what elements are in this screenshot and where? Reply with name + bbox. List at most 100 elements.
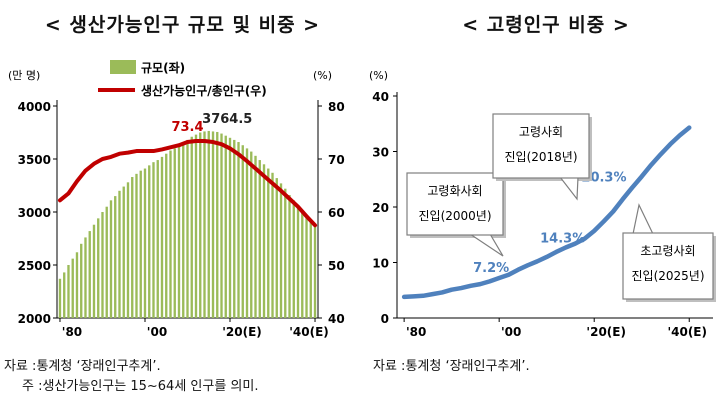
population-bar [211,131,215,318]
population-bar [165,153,168,318]
population-bar [67,265,70,318]
y-left-tick-label: 3000 [18,206,51,220]
callout-box [406,172,504,236]
population-bar [152,162,155,318]
population-bar [118,190,121,318]
population-bar [122,186,125,318]
right-chart: (%) 0 10 20 30 40 '80 '00 '20(E) '40(E) 7.2% 14.3% 2… [369,69,716,339]
y-right-tick-label: 70 [328,153,345,167]
callout-text: 진입(2000년) [418,209,491,223]
population-bar [88,231,91,318]
population-bar [267,168,270,318]
right-y-unit: (%) [313,69,332,82]
x-tick-label: '00 [147,325,167,339]
right-chart-title: < 고령인구 비중 > [462,14,630,36]
population-bar [275,178,278,318]
y-right-tick-label: 60 [328,206,345,220]
population-bar [194,134,198,318]
left-chart-title: < 생산가능인구 규모 및 비중 > [44,14,321,36]
population-bar [296,205,300,318]
population-bar [199,132,202,318]
callout-text: 초고령사회 [640,244,695,258]
left-y-unit: (만 명) [8,69,40,82]
y-tick-label: 30 [372,146,389,160]
x-tick-label: '40(E) [289,325,329,339]
left-panel: < 생산가능인구 규모 및 비중 > (만 명) (%) 2000 2500 3000 3… [4,14,345,396]
callout-pointer [632,203,654,235]
legend-line-label: 생산가능인구/총인구(우) [141,83,267,98]
population-bar [262,164,266,318]
callout-box [492,113,590,179]
y-tick-label: 0 [381,312,389,326]
y-unit: (%) [369,69,388,82]
callout-text: 고령화사회 [427,184,482,198]
y-left-tick-label: 2000 [18,312,51,326]
population-bar [173,148,176,318]
population-bar [84,237,87,318]
population-bar [279,183,283,318]
population-bar [258,160,261,318]
population-bar [71,258,74,318]
population-bar [241,145,244,318]
y-right-tick-label: 50 [328,259,345,273]
callout-text: 고령사회 [519,125,563,139]
population-bar [309,222,312,318]
population-bar [220,133,223,318]
population-bar [186,139,189,318]
population-bar [109,200,113,318]
population-bar [237,142,240,318]
population-bar [250,151,253,318]
x-tick-label: '20(E) [586,325,626,339]
y-tick-label: 10 [372,257,389,271]
right-source-label: 자료 : [373,359,406,374]
population-bar [80,243,83,318]
callout-text: 진입(2025년) [631,269,704,283]
working-age-share-line [57,138,318,228]
population-bar [63,272,66,318]
population-bar [271,172,274,318]
population-bar [254,155,257,318]
population-bar [182,143,185,318]
left-source: 자료 : 통계청 ‘장래인구추계’. [4,357,161,376]
y-left-tick-label: 2500 [18,259,51,273]
y-right-tick-label: 80 [328,100,345,114]
population-bar [203,131,206,318]
population-bar [126,182,130,318]
population-bar [313,226,317,318]
population-bar [245,148,249,318]
callout-text: 진입(2018년) [504,150,577,164]
population-bar [160,156,164,318]
x-tick-label: '80 [406,325,426,339]
population-bar [131,177,134,318]
population-bar [143,168,147,318]
x-tick-label: '20(E) [222,325,262,339]
callout-pointer [558,176,579,201]
value-label-2025: 20.3% [581,170,626,185]
value-label-2000: 7.2% [473,261,509,276]
population-bar [135,173,138,318]
population-bar [177,146,181,318]
callout-box [622,232,714,300]
y-left-tick-label: 3500 [18,153,51,167]
y-tick-label: 40 [372,90,389,104]
peak-share-label: 73.4 [171,120,203,135]
population-bar [169,150,172,318]
y-tick-label: 20 [372,201,389,215]
left-note-text: 생산가능인구는 15~64세 인구를 의미. [42,379,259,394]
left-source-label: 자료 : [4,359,37,374]
x-tick-label: '80 [62,325,82,339]
population-bar [288,195,291,318]
population-bar [97,218,100,318]
population-bar [207,130,210,318]
population-bar [101,212,104,318]
population-bar [139,170,142,318]
y-right-tick-label: 40 [328,312,345,326]
population-bar [92,224,96,318]
left-note-label: 주 : [22,379,43,394]
population-bar [233,139,236,318]
population-bar [75,252,79,318]
left-note: 주 : 생산가능인구는 15~64세 인구를 의미. [22,377,258,396]
population-bar [301,212,304,318]
